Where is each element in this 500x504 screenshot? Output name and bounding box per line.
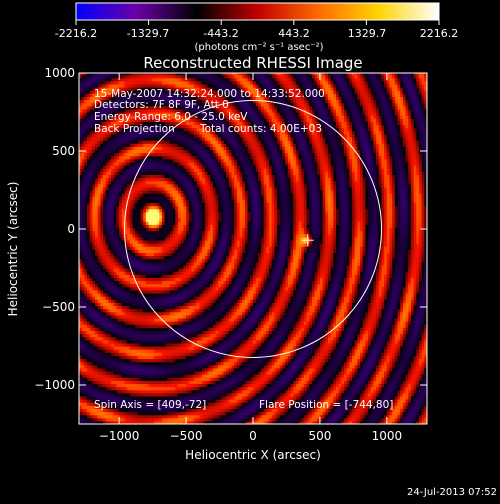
- colorbar-gradient: [76, 3, 439, 20]
- colorbar-ticks: [76, 20, 439, 25]
- colorbar-tick-3: 443.2: [278, 27, 310, 40]
- colorbar: -2216.2 -1329.7 -443.2 443.2 1329.7 2216…: [55, 3, 458, 53]
- colorbar-tick-4: 1329.7: [348, 27, 387, 40]
- colorbar-tick-2: -443.2: [203, 27, 238, 40]
- colorbar-tick-1: -1329.7: [127, 27, 169, 40]
- colorbar-tick-0: -2216.2: [55, 27, 97, 40]
- colorbar-unit-label: (photons cm⁻² s⁻¹ asec⁻²): [194, 42, 323, 53]
- colorbar-tick-5: 2216.2: [420, 27, 459, 40]
- chart-title: Reconstructed RHESSI Image: [143, 54, 362, 72]
